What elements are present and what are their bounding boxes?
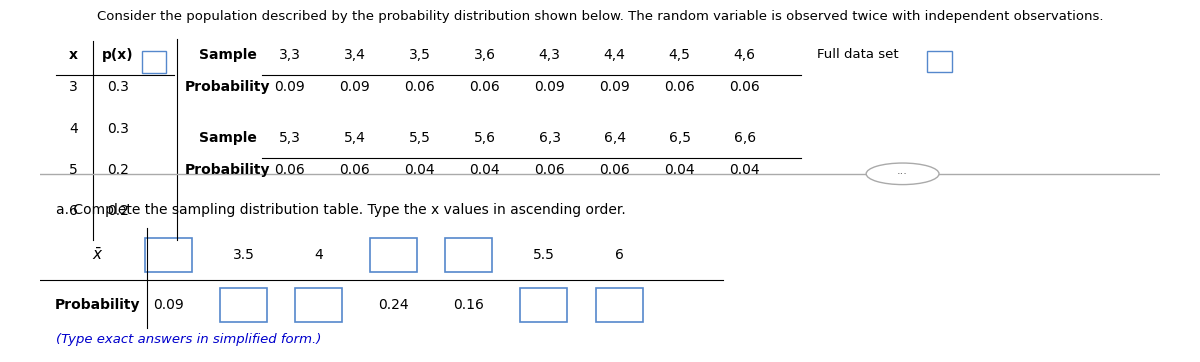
Text: 0.04: 0.04 <box>730 163 760 177</box>
Text: 3.5: 3.5 <box>233 248 254 262</box>
Text: ···: ··· <box>898 169 908 179</box>
Text: 0.06: 0.06 <box>664 80 695 94</box>
Text: 0.09: 0.09 <box>534 80 565 94</box>
Text: p(x): p(x) <box>102 48 134 62</box>
Text: 0.09: 0.09 <box>274 80 305 94</box>
Text: 3: 3 <box>68 80 78 94</box>
Text: 5,3: 5,3 <box>278 131 300 145</box>
Text: (Type exact answers in simplified form.): (Type exact answers in simplified form.) <box>56 333 322 346</box>
Text: 5,6: 5,6 <box>474 131 496 145</box>
FancyBboxPatch shape <box>595 288 642 322</box>
Text: 4: 4 <box>314 248 323 262</box>
Ellipse shape <box>866 163 940 185</box>
Text: 0.06: 0.06 <box>534 163 565 177</box>
Text: 0.3: 0.3 <box>107 122 130 136</box>
Text: 4: 4 <box>68 122 78 136</box>
Text: 6: 6 <box>68 205 78 218</box>
FancyBboxPatch shape <box>928 51 952 72</box>
Text: Sample: Sample <box>199 131 257 145</box>
Text: 4,6: 4,6 <box>733 48 756 62</box>
Text: 0.09: 0.09 <box>599 80 630 94</box>
Text: 0.24: 0.24 <box>378 298 409 312</box>
Text: 4,5: 4,5 <box>668 48 690 62</box>
Text: Probability: Probability <box>55 298 140 312</box>
Text: 0.04: 0.04 <box>665 163 695 177</box>
Text: 3,3: 3,3 <box>278 48 300 62</box>
Text: 0.2: 0.2 <box>107 163 130 177</box>
Text: 6,4: 6,4 <box>604 131 625 145</box>
Text: 0.04: 0.04 <box>469 163 500 177</box>
Text: Probability: Probability <box>185 163 271 177</box>
FancyBboxPatch shape <box>445 238 492 272</box>
Text: 4,3: 4,3 <box>539 48 560 62</box>
Text: 6,5: 6,5 <box>668 131 690 145</box>
Text: $\bar{x}$: $\bar{x}$ <box>92 247 103 263</box>
Text: 0.09: 0.09 <box>154 298 184 312</box>
Text: 6,3: 6,3 <box>539 131 560 145</box>
Text: 6,6: 6,6 <box>733 131 756 145</box>
FancyBboxPatch shape <box>521 288 568 322</box>
Text: 5: 5 <box>68 163 78 177</box>
Text: Full data set: Full data set <box>817 48 899 61</box>
Text: 5,5: 5,5 <box>409 131 431 145</box>
Text: 0.09: 0.09 <box>340 80 370 94</box>
Text: 0.2: 0.2 <box>107 205 130 218</box>
FancyBboxPatch shape <box>371 238 418 272</box>
Text: 0.04: 0.04 <box>404 163 434 177</box>
Text: 6: 6 <box>614 248 624 262</box>
Text: 5,4: 5,4 <box>343 131 366 145</box>
Text: a. Complete the sampling distribution table. Type the x values in ascending orde: a. Complete the sampling distribution ta… <box>56 203 626 216</box>
Text: 3,6: 3,6 <box>474 48 496 62</box>
Text: Probability: Probability <box>185 80 271 94</box>
Text: Consider the population described by the probability distribution shown below. T: Consider the population described by the… <box>97 10 1103 24</box>
Text: 0.06: 0.06 <box>274 163 305 177</box>
Text: Sample: Sample <box>199 48 257 62</box>
Text: 4,4: 4,4 <box>604 48 625 62</box>
FancyBboxPatch shape <box>295 288 342 322</box>
FancyBboxPatch shape <box>145 238 192 272</box>
Text: 3,5: 3,5 <box>409 48 431 62</box>
Text: 0.3: 0.3 <box>107 80 130 94</box>
FancyBboxPatch shape <box>142 51 167 73</box>
Text: 0.06: 0.06 <box>404 80 434 94</box>
FancyBboxPatch shape <box>220 288 268 322</box>
Text: 0.16: 0.16 <box>454 298 485 312</box>
Text: 3,4: 3,4 <box>343 48 366 62</box>
Text: 0.06: 0.06 <box>469 80 500 94</box>
Text: 0.06: 0.06 <box>730 80 760 94</box>
Text: 0.06: 0.06 <box>340 163 370 177</box>
Text: x: x <box>68 48 78 62</box>
Text: 0.06: 0.06 <box>599 163 630 177</box>
Text: 5.5: 5.5 <box>533 248 554 262</box>
